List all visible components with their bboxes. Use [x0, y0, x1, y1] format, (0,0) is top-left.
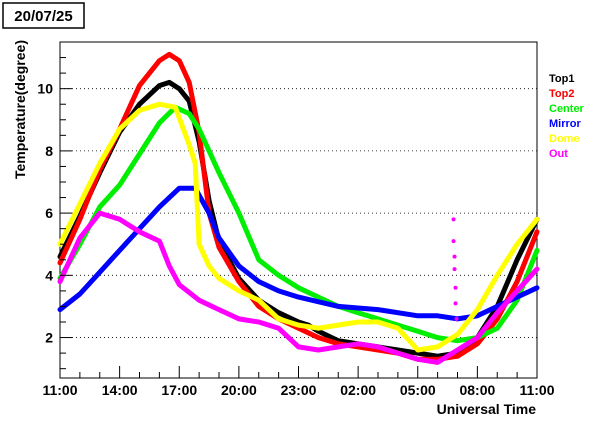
legend: Top1 Top2 Center Mirror Dome Out: [549, 73, 585, 160]
outlier-point: [453, 301, 458, 306]
x-tick-label: 02:00: [340, 382, 376, 398]
x-axis-title: Universal Time: [437, 401, 537, 417]
x-tick-label: 23:00: [281, 382, 317, 398]
y-tick-label: 4: [45, 267, 53, 283]
outlier-point: [453, 285, 458, 290]
outlier-point: [452, 267, 457, 272]
series-line-out: [57, 210, 540, 365]
y-axis-title: Temperature(degree): [12, 40, 28, 179]
chart-title: 20/07/25: [14, 8, 72, 25]
series-line-center: [57, 104, 540, 344]
series-layer: [57, 51, 540, 365]
x-tick-label: 17:00: [161, 382, 197, 398]
outlier-point: [451, 239, 456, 244]
legend-entry-top2: Top2: [549, 88, 574, 100]
y-tick-label: 6: [45, 205, 53, 221]
x-tick-label: 14:00: [102, 382, 138, 398]
series-line-dome: [57, 101, 540, 353]
outlier-point: [454, 316, 459, 321]
series-line-mirror: [57, 185, 540, 322]
y-tick-label: 8: [45, 143, 53, 159]
x-tick-label: 11:00: [519, 382, 554, 398]
series-line-top1: [57, 79, 540, 359]
x-tick-label: 11:00: [42, 382, 77, 398]
outlier-point: [451, 217, 456, 222]
legend-entry-center: Center: [549, 103, 585, 115]
y-tick-label: 2: [45, 330, 53, 346]
legend-entry-out: Out: [549, 148, 568, 160]
x-tick-label: 05:00: [400, 382, 436, 398]
chart-title-box: [2, 2, 85, 29]
legend-entry-top1: Top1: [549, 73, 574, 85]
legend-entry-mirror: Mirror: [549, 118, 582, 130]
axis-layer: 2 4 6 8 10 11:00 14:00 17:00 20:00 23:00 02:00 05:0…: [37, 57, 555, 398]
y-tick-label: 10: [37, 81, 53, 97]
x-tick-label: 08:00: [459, 382, 495, 398]
x-tick-label: 20:00: [221, 382, 257, 398]
legend-entry-dome: Dome: [549, 133, 580, 145]
outlier-point: [452, 254, 457, 259]
